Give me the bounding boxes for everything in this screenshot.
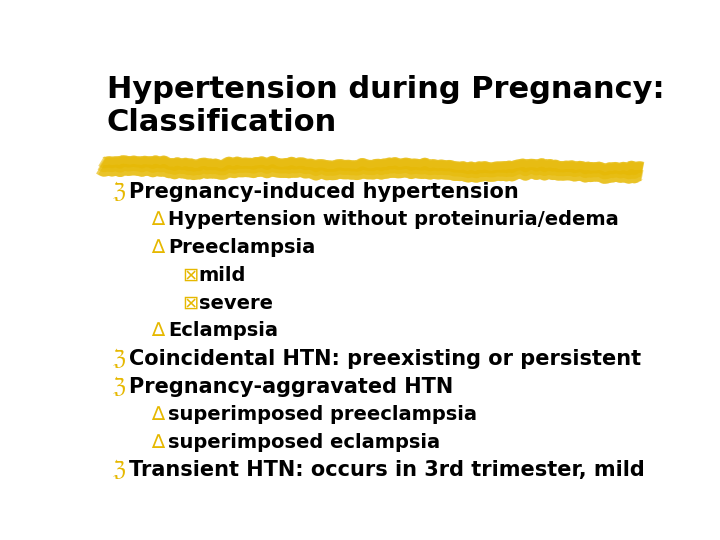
Text: ℨ: ℨ bbox=[112, 460, 125, 480]
Text: Preeclampsia: Preeclampsia bbox=[168, 238, 315, 257]
Text: ℨ: ℨ bbox=[112, 376, 125, 396]
Text: Classification: Classification bbox=[107, 109, 337, 138]
Text: Transient HTN: occurs in 3rd trimester, mild: Transient HTN: occurs in 3rd trimester, … bbox=[129, 460, 645, 480]
Text: ∆: ∆ bbox=[151, 321, 164, 340]
Text: Pregnancy-aggravated HTN: Pregnancy-aggravated HTN bbox=[129, 376, 454, 396]
Text: ∆: ∆ bbox=[151, 405, 164, 424]
Text: ∆: ∆ bbox=[151, 433, 164, 452]
Text: superimposed preeclampsia: superimposed preeclampsia bbox=[168, 405, 477, 424]
Text: ⊠: ⊠ bbox=[182, 266, 199, 285]
Text: ∆: ∆ bbox=[151, 210, 164, 229]
Text: ℨ: ℨ bbox=[112, 181, 125, 201]
Text: ⊠: ⊠ bbox=[182, 294, 199, 313]
Text: Hypertension without proteinuria/edema: Hypertension without proteinuria/edema bbox=[168, 210, 619, 229]
Text: Coincidental HTN: preexisting or persistent: Coincidental HTN: preexisting or persist… bbox=[129, 349, 642, 369]
Text: superimposed eclampsia: superimposed eclampsia bbox=[168, 433, 440, 452]
Text: severe: severe bbox=[199, 294, 273, 313]
Text: Eclampsia: Eclampsia bbox=[168, 321, 278, 340]
Text: Pregnancy-induced hypertension: Pregnancy-induced hypertension bbox=[129, 181, 519, 201]
Text: ∆: ∆ bbox=[151, 238, 164, 257]
Text: mild: mild bbox=[199, 266, 246, 285]
Text: ℨ: ℨ bbox=[112, 349, 125, 369]
Text: Hypertension during Pregnancy:: Hypertension during Pregnancy: bbox=[107, 75, 665, 104]
